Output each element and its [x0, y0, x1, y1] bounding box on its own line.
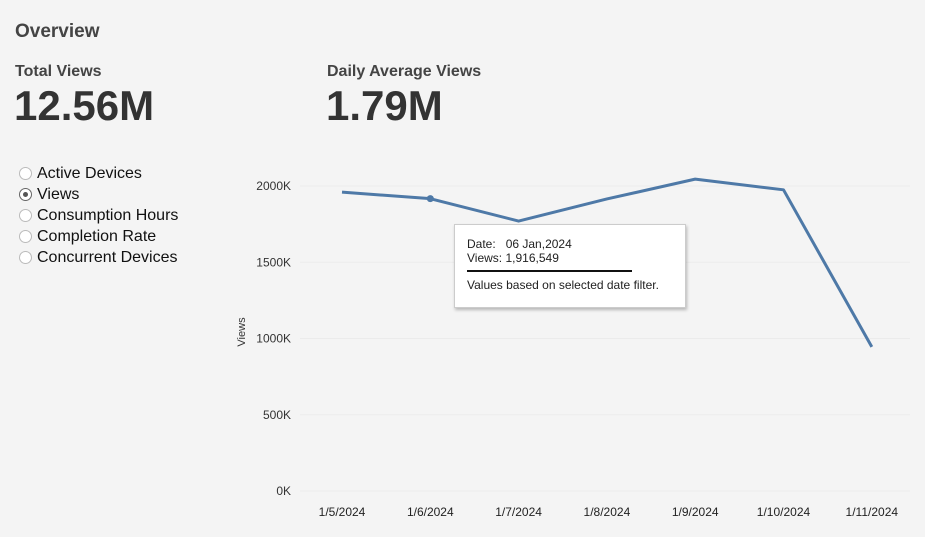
- x-tick-label: 1/5/2024: [319, 505, 366, 519]
- metric-radio-active-devices[interactable]: Active Devices: [19, 163, 178, 184]
- x-tick-label: 1/9/2024: [672, 505, 719, 519]
- tooltip-views-label: Views:: [467, 251, 503, 265]
- metric-radio-concurrent-devices[interactable]: Concurrent Devices: [19, 247, 178, 268]
- total-views-value: 12.56M: [14, 82, 155, 129]
- metric-radio-consumption-hours[interactable]: Consumption Hours: [19, 205, 178, 226]
- metric-radio-views[interactable]: Views: [19, 184, 178, 205]
- y-tick-label: 2000K: [256, 179, 291, 193]
- radio-icon: [19, 251, 32, 264]
- x-tick-label: 1/7/2024: [495, 505, 542, 519]
- chart-tooltip: Date: 06 Jan,2024 Views: 1,916,549 Value…: [454, 224, 686, 308]
- radio-icon: [19, 209, 32, 222]
- y-tick-label: 1000K: [256, 332, 291, 346]
- radio-label: Views: [37, 185, 80, 203]
- y-tick-label: 1500K: [256, 255, 291, 269]
- x-tick-label: 1/10/2024: [757, 505, 811, 519]
- x-tick-label: 1/11/2024: [846, 505, 899, 519]
- tooltip-date-label: Date:: [467, 237, 496, 251]
- daily-average-label: Daily Average Views: [327, 63, 482, 80]
- tooltip-views-value: 1,916,549: [505, 251, 559, 265]
- tooltip-separator: [467, 270, 632, 272]
- metric-radio-completion-rate[interactable]: Completion Rate: [19, 226, 178, 247]
- radio-icon: [19, 230, 32, 243]
- radio-label: Completion Rate: [37, 227, 157, 245]
- radio-label: Active Devices: [37, 164, 142, 182]
- total-views-label: Total Views: [15, 63, 102, 80]
- x-tick-label: 1/6/2024: [407, 505, 454, 519]
- radio-icon: [19, 167, 32, 180]
- tooltip-date-value: 06 Jan,2024: [505, 237, 572, 251]
- page-title: Overview: [15, 21, 100, 42]
- y-tick-label: 0K: [276, 484, 291, 498]
- data-point: [426, 195, 434, 203]
- radio-selected-icon: [19, 188, 32, 201]
- radio-label: Consumption Hours: [37, 206, 179, 224]
- y-tick-label: 500K: [263, 408, 291, 422]
- tooltip-note: Values based on selected date filter.: [467, 278, 659, 292]
- radio-label: Concurrent Devices: [37, 248, 178, 266]
- metric-radio-group: Active Devices Views Consumption Hours C…: [19, 163, 178, 268]
- daily-average-value: 1.79M: [326, 82, 443, 129]
- x-tick-label: 1/8/2024: [584, 505, 631, 519]
- y-axis-label: Views: [236, 317, 248, 347]
